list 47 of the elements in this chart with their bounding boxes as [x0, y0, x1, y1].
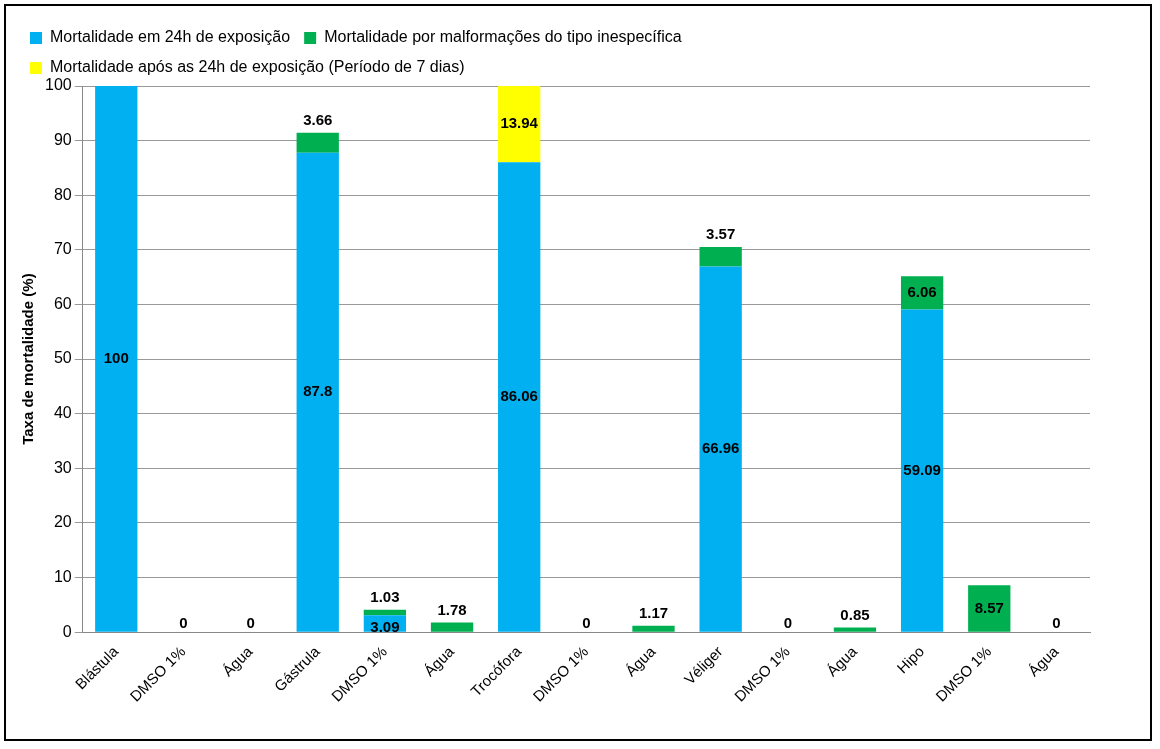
data-label: 1.78	[437, 600, 467, 618]
y-tick-label: 70	[53, 240, 72, 258]
bar	[95, 86, 138, 632]
bar	[498, 86, 541, 163]
data-label: 59.09	[903, 460, 941, 478]
legend-label: Mortalidade após as 24h de exposição (Período de 7 dias)	[50, 58, 465, 76]
data-label: 0	[582, 614, 591, 632]
data-label: 0	[1052, 614, 1061, 632]
y-axis-title: Taxa de mortalidade (%)	[19, 273, 37, 445]
y-tick-label: 40	[53, 404, 72, 422]
y-tick-label: 0	[62, 622, 72, 640]
data-label: 13.94	[500, 114, 539, 132]
data-label: 66.96	[701, 439, 740, 457]
data-label: 86.06	[500, 387, 538, 405]
data-label: 87.8	[303, 382, 333, 400]
bar	[430, 622, 474, 632]
data-label: 0	[246, 614, 255, 632]
bar	[968, 585, 1011, 632]
bar	[699, 266, 742, 632]
data-label: 3.66	[303, 110, 333, 128]
data-label: 100	[103, 348, 129, 366]
y-tick-label: 10	[53, 567, 72, 585]
bar	[498, 162, 541, 632]
legend-label: Mortalidade em 24h de exposição	[50, 28, 291, 46]
data-label: 0	[783, 614, 792, 632]
data-label: 0	[179, 614, 188, 632]
y-tick-label: 80	[53, 185, 72, 203]
data-label: 3.09	[370, 617, 400, 635]
data-label: 6.06	[907, 283, 937, 301]
legend-label: Mortalidade por malformações do tipo inespecífica	[324, 28, 682, 46]
y-tick-label: 20	[53, 513, 72, 531]
data-label: 3.57	[706, 225, 736, 243]
data-label: 8.57	[974, 598, 1004, 616]
bar	[632, 625, 675, 632]
bar	[296, 152, 339, 632]
y-tick-label: 100	[44, 76, 72, 94]
data-label: 1.17	[638, 603, 669, 621]
bar	[699, 246, 742, 267]
y-tick-label: 90	[53, 131, 72, 149]
y-tick-label: 30	[53, 458, 72, 476]
bar	[900, 309, 944, 632]
bar	[296, 132, 339, 153]
y-tick-label: 60	[53, 294, 72, 312]
data-label: 0.85	[840, 605, 870, 623]
bar	[833, 627, 877, 632]
data-label: 1.03	[370, 587, 400, 605]
y-tick-label: 50	[53, 349, 72, 367]
